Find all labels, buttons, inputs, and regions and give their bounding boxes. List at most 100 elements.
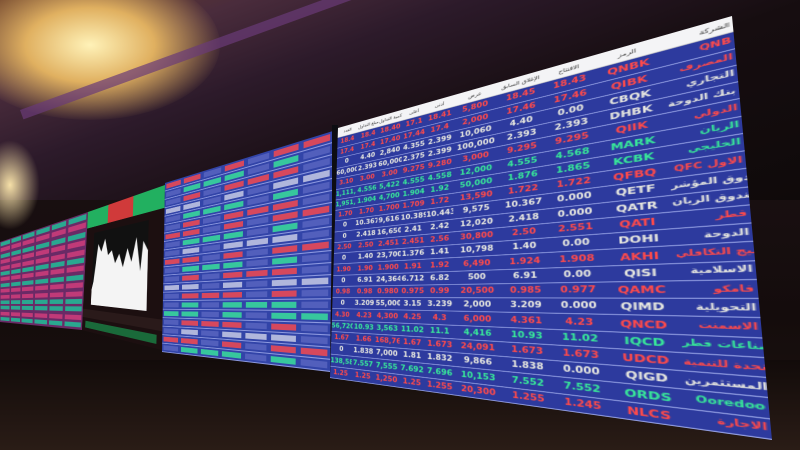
bid-value: 6,490	[463, 258, 491, 269]
stat-value: 7.692	[400, 363, 424, 375]
ticker-cell	[165, 232, 181, 240]
stat-value: 2.50	[337, 243, 352, 252]
ticker-cell	[201, 282, 220, 289]
ticker-code: QNCD	[619, 317, 668, 332]
ticker-cell	[10, 312, 21, 317]
bid-value: 20,300	[461, 384, 496, 398]
stat-value: 7,000	[375, 348, 398, 359]
company-name: الاسلامية	[690, 264, 754, 277]
stat-value: 1.904	[357, 195, 377, 206]
ticker-cell	[222, 312, 242, 318]
stat-value: 6.82	[430, 273, 450, 283]
ticker-cell	[66, 290, 83, 297]
ticker-cell	[272, 256, 297, 265]
ticker-cell	[245, 322, 268, 330]
stat-value: 56,720	[331, 322, 353, 331]
ticker-cell	[163, 345, 179, 352]
previous-close: 1.838	[511, 360, 544, 373]
ticker-cell	[165, 240, 180, 248]
ticker-cell	[35, 285, 48, 291]
ticker-cell	[182, 283, 199, 290]
ticker-code: DOHI	[617, 232, 660, 247]
ticker-cell	[273, 222, 298, 233]
stat-value: 1.40	[357, 252, 374, 261]
stat-value: 11.02	[400, 325, 425, 335]
stat-value: 6.712	[401, 274, 425, 283]
ticker-cell	[201, 263, 220, 271]
ticker-cell	[182, 265, 199, 272]
stat-value: 4,700	[378, 191, 400, 202]
ticker-cell	[22, 273, 34, 279]
stat-value: 1.41	[430, 247, 450, 257]
ticker-cell	[0, 294, 10, 299]
company-name: المتحدة للتنمية	[683, 356, 766, 374]
open-price: 11.02	[561, 332, 599, 345]
ticker-cell	[22, 299, 34, 304]
ticker-cell	[301, 277, 329, 286]
open-price: 0.00	[562, 237, 590, 249]
stat-value: 1.376	[401, 249, 425, 259]
bid-value: 10,798	[460, 244, 494, 255]
stat-value: 7.557	[352, 359, 374, 369]
open-price: 0.000	[557, 206, 593, 220]
ticker-cell	[10, 281, 21, 287]
stat-value: 4.30	[335, 311, 350, 319]
ticker-cell	[272, 245, 297, 254]
company-name: قطر	[715, 209, 748, 222]
stat-value: 4.25	[403, 312, 422, 322]
ticker-cell	[271, 345, 296, 354]
ticker-cell	[272, 233, 297, 243]
bid-value: 6,000	[463, 314, 492, 324]
index-chart-panel	[81, 184, 165, 350]
stat-value: 1.92	[430, 183, 450, 195]
ticker-cell	[164, 311, 179, 317]
ticker-cell	[202, 225, 221, 234]
ticker-cell	[245, 353, 267, 362]
ticker-cell	[302, 217, 330, 229]
stat-value: 7,555	[375, 361, 398, 372]
open-price: 0.00	[563, 269, 592, 280]
stat-value: 1.81	[403, 351, 422, 361]
ticker-cell	[181, 302, 198, 308]
stat-value: 2.451	[378, 239, 400, 248]
ticker-cell	[223, 241, 243, 250]
stat-value: 2.451	[401, 236, 425, 247]
bid-value: 2,000	[463, 300, 492, 310]
bid-value: 9,866	[463, 356, 493, 368]
stat-value: 1.72	[430, 196, 450, 207]
ticker-cell	[246, 280, 268, 288]
stat-value: 9,616	[378, 215, 400, 225]
stat-value: 1.70	[358, 207, 374, 216]
ticker-cell	[271, 301, 297, 308]
ticker-cell	[300, 324, 328, 333]
bid-value: 500	[467, 272, 486, 282]
ticker-cell	[245, 343, 267, 351]
company-name: الاسمنت	[697, 320, 759, 334]
bid-value: 30,800	[460, 230, 494, 242]
ticker-cell	[164, 258, 180, 265]
open-price: 0.000	[560, 301, 597, 312]
ticker-cell	[200, 339, 219, 347]
stat-value: 2.418	[356, 229, 376, 239]
ticker-cell	[34, 313, 47, 318]
ticker-cell	[34, 306, 48, 311]
ticker-cell	[222, 281, 243, 289]
ticker-cell	[183, 228, 200, 237]
stat-value: 4.3	[432, 313, 447, 323]
ticker-cell	[201, 292, 220, 299]
ticker-cell	[300, 359, 328, 369]
ticker-cell	[35, 278, 48, 284]
ticker-cell	[34, 292, 48, 298]
open-price: 1.673	[562, 348, 600, 361]
stat-value: 1.92	[430, 260, 450, 270]
stat-value: 1,250	[375, 373, 398, 385]
ticker-cell	[272, 267, 297, 276]
stat-value: 1.25	[333, 368, 349, 378]
ticker-cell	[271, 312, 296, 320]
company-name: الدوحة	[703, 227, 750, 241]
stat-value: 3.209	[354, 299, 375, 308]
previous-close: 4.361	[510, 315, 543, 326]
stat-value: 1.67	[334, 333, 350, 342]
ticker-cell	[164, 267, 180, 274]
previous-close: 1.255	[512, 390, 545, 405]
